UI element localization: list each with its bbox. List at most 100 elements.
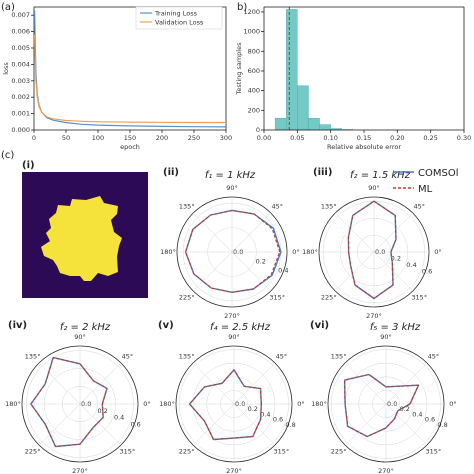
polar-spoke [79, 403, 122, 446]
polar-spoke [192, 403, 235, 446]
polar-r-tick-label: 0.6 [273, 416, 283, 424]
panel-label-vi: (vi) [310, 320, 329, 331]
polar-angle-label: 45° [276, 353, 288, 361]
polar-angle-label: 90° [228, 333, 240, 341]
polar-r-tick-label: 0.2 [400, 405, 410, 413]
geometry-shape [41, 196, 122, 281]
histogram-bar [274, 117, 287, 131]
polar-series-comsol [30, 356, 108, 448]
polar-title: f₄ = 2.5 kHz [210, 322, 271, 333]
polar-chart-vi: f₅ = 3 kHz0.00.20.40.60.80°45°90°135°180… [311, 322, 457, 474]
polar-series-ml [30, 357, 108, 448]
polar-r-tick-label: 0.2 [256, 257, 266, 265]
x-tick-label: 250 [188, 134, 200, 142]
polar-angle-label: 0° [143, 400, 150, 408]
histogram-bar [297, 85, 309, 131]
x-tick-label: 0.15 [357, 134, 371, 142]
polar-angle-label: 270° [378, 467, 394, 474]
polar-r-tick-label: 0.4 [412, 410, 422, 418]
polar-angle-label: 225° [321, 293, 337, 301]
polar-spoke [192, 251, 233, 292]
polar-r-tick-label: 0.6 [422, 267, 432, 275]
polar-angle-label: 180° [311, 400, 327, 408]
x-tick-label: 200 [156, 134, 168, 142]
polar-series-ml [344, 373, 420, 438]
y-tick-label: 0.005 [11, 44, 30, 52]
x-tick-label: 0.10 [323, 134, 337, 142]
legend-label: Validation Loss [155, 18, 204, 26]
x-tick-label: 0.30 [457, 134, 471, 142]
polar-angle-label: 135° [25, 353, 41, 361]
polar-spoke [38, 403, 81, 446]
polar-angle-label: 225° [179, 447, 195, 455]
polar-angle-label: 135° [179, 203, 195, 211]
polar-r-tick-label: 0.4 [278, 267, 288, 275]
polar-angle-label: 315° [120, 447, 136, 455]
polar-angle-label: 180° [159, 400, 175, 408]
y-tick-label: 1200 [243, 8, 260, 16]
legend-box [135, 6, 223, 30]
polar-series-ml [185, 209, 281, 293]
panel-label-b: b) [237, 2, 247, 13]
polar-spoke [231, 212, 272, 253]
polar-spoke [385, 362, 428, 405]
error-histogram: 0.00 0.05 0.10 0.15 0.20 0.25 0.30 0 200 400 600 80… [235, 6, 471, 151]
polar-angle-label: 270° [226, 467, 242, 474]
histogram-bar [319, 124, 331, 131]
panel-label-i: (i) [22, 160, 35, 171]
x-tick-label: 150 [124, 134, 136, 142]
polar-angle-label: 90° [74, 333, 86, 341]
polar-r-tick-label: 0.6 [130, 420, 140, 428]
polar-spoke [38, 362, 81, 405]
polar-r-tick-label: 0.8 [285, 421, 295, 429]
x-axis-label: epoch [120, 143, 140, 151]
polar-r-tick-label: 0.6 [425, 416, 435, 424]
polar-spoke [231, 251, 272, 292]
x-tick-label: 0 [32, 134, 36, 142]
polar-r-tick-label: 0.4 [260, 410, 270, 418]
panel-label-a: (a) [1, 2, 15, 13]
polar-angle-label: 135° [179, 353, 195, 361]
polar-angle-label: 315° [426, 447, 442, 455]
polar-spoke [233, 403, 276, 446]
polar-title: f₁ = 1 kHz [205, 170, 256, 181]
polar-angle-label: 135° [321, 203, 337, 211]
x-tick-label: 0.20 [390, 134, 404, 142]
y-tick-label: 1000 [243, 28, 260, 36]
polar-angle-label: 0° [297, 400, 304, 408]
y-tick-label: 0.001 [11, 110, 30, 118]
polar-title: f₂ = 1.5 kHz [350, 170, 411, 181]
polar-spoke [344, 362, 387, 405]
polar-angle-label: 270° [224, 312, 240, 320]
polar-r-tick-label: 0.4 [406, 261, 416, 269]
geometry-image [22, 172, 148, 298]
legend-ml-label: ML [418, 184, 433, 195]
panel-label-c: (c) [1, 150, 14, 161]
polar-chart-v: f₄ = 2.5 kHz0.00.20.40.60.80°45°90°135°1… [159, 322, 305, 474]
y-tick-label: 0.003 [11, 77, 30, 85]
polar-angle-label: 315° [269, 293, 285, 301]
polar-angle-label: 0° [449, 400, 456, 408]
polar-spoke [385, 403, 428, 446]
polar-spoke [233, 362, 276, 405]
polar-r-tick-label: 0.2 [391, 254, 401, 262]
polar-spoke [373, 212, 414, 253]
x-tick-label: 50 [62, 134, 70, 142]
polar-angle-label: 0° [434, 248, 441, 256]
polar-title: f₅ = 3 kHz [370, 322, 421, 333]
polar-angle-label: 45° [413, 203, 425, 211]
series-line-validation [34, 34, 226, 124]
polar-spoke [334, 212, 375, 253]
polar-spoke [192, 212, 233, 253]
polar-angle-label: 135° [331, 353, 347, 361]
polar-angle-label: 45° [271, 203, 283, 211]
polar-series-ml [347, 200, 397, 300]
x-tick-label: 0.25 [423, 134, 437, 142]
polar-angle-label: 90° [226, 184, 238, 192]
polar-angle-label: 225° [179, 293, 195, 301]
y-tick-label: 0.002 [11, 93, 30, 101]
x-tick-label: 0.00 [257, 134, 271, 142]
polar-title: f₂ = 2 kHz [60, 322, 111, 333]
polar-angle-label: 270° [366, 312, 382, 320]
